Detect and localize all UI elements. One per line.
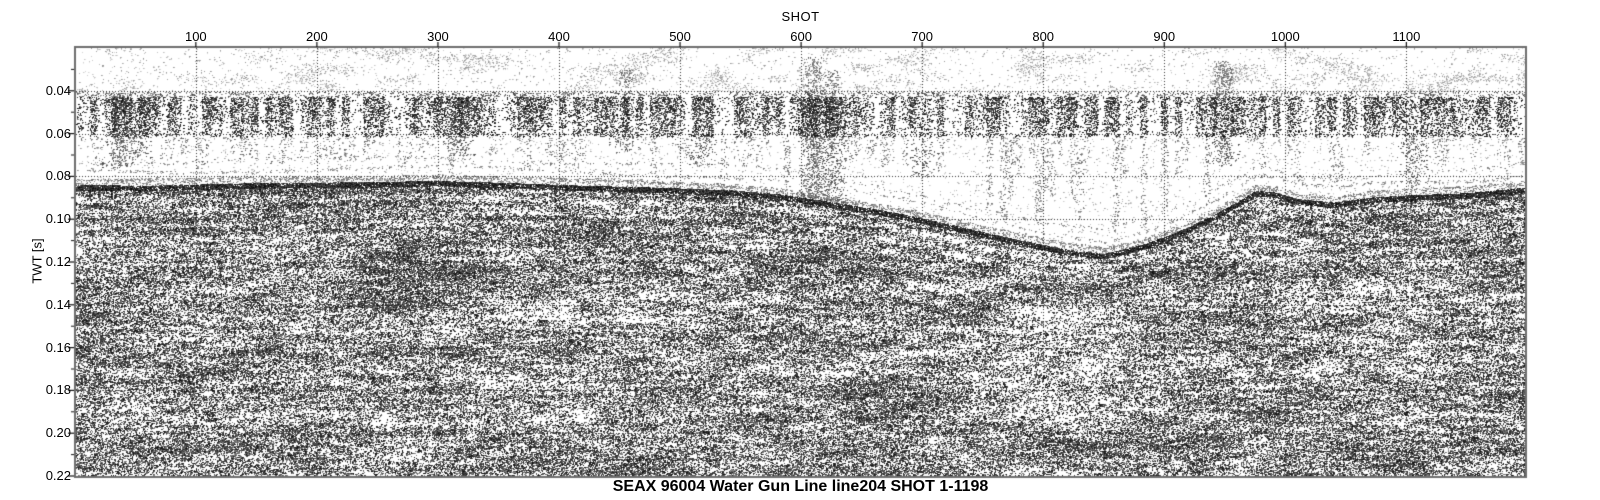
x-tick-label: 700: [911, 29, 934, 44]
y-tick-label: 0.20: [45, 425, 71, 441]
x-tick-label: 400: [548, 29, 570, 44]
y-tick-label: 0.22: [45, 468, 71, 483]
x-tick-label: 300: [427, 29, 449, 44]
y-tick-label: 0.16: [45, 339, 71, 355]
y-tick-label: 0.12: [45, 254, 71, 269]
x-tick-label: 500: [669, 29, 691, 44]
x-tick-label: 100: [184, 29, 207, 44]
x-tick-label: 1100: [1392, 29, 1421, 44]
y-tick-label: 0.06: [45, 125, 71, 141]
y-tick-label: 0.08: [45, 168, 71, 184]
x-tick-label: 600: [790, 29, 812, 44]
x-tick-label: 200: [306, 29, 328, 44]
x-tick-label: 900: [1153, 29, 1176, 44]
y-tick-label: 0.14: [45, 296, 71, 312]
y-tick-label: 0.10: [45, 211, 71, 227]
y-axis-title: TWT [s]: [29, 238, 45, 284]
x-axis-title: SHOT: [781, 9, 820, 24]
figure-title: SEAX 96004 Water Gun Line line204 SHOT 1…: [612, 478, 989, 495]
y-tick-label: 0.04: [45, 82, 71, 98]
y-tick-label: 0.18: [45, 382, 71, 398]
x-tick-label: 1000: [1270, 29, 1300, 44]
x-tick-label: 800: [1032, 29, 1055, 44]
